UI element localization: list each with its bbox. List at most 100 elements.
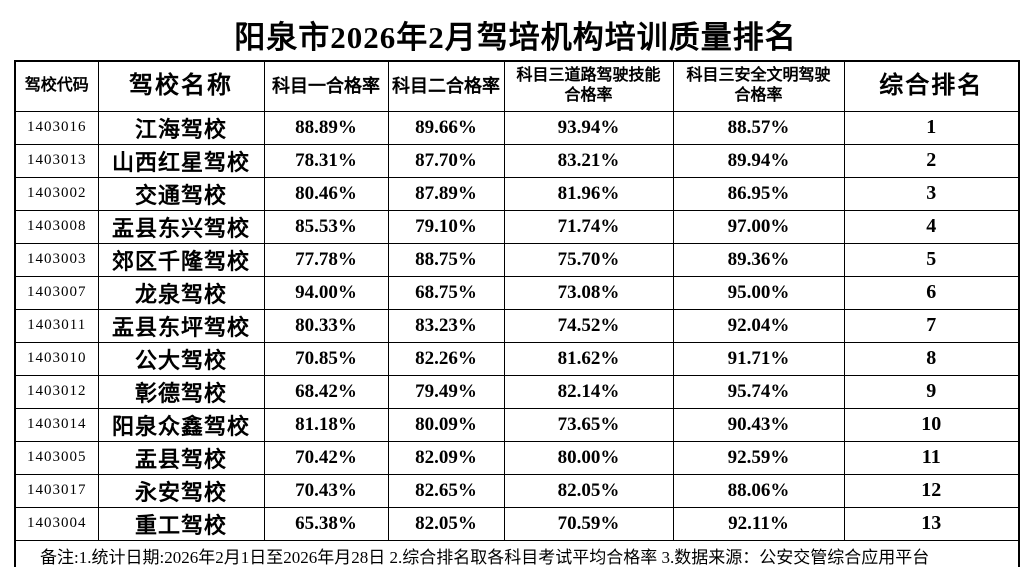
cell-s1: 88.89%	[263, 110, 389, 145]
cell-s3safe: 92.59%	[672, 440, 845, 475]
cell-code: 1403014	[14, 407, 99, 442]
cell-rank: 6	[843, 275, 1020, 310]
cell-name: 江海驾校	[97, 110, 265, 145]
cell-code: 1403011	[14, 308, 99, 343]
cell-rank: 7	[843, 308, 1020, 343]
cell-s3safe: 89.94%	[672, 143, 845, 178]
cell-name: 盂县东坪驾校	[97, 308, 265, 343]
cell-s3safe: 90.43%	[672, 407, 845, 442]
table-row: 1403011 盂县东坪驾校 80.33% 83.23% 74.52% 92.04% 7	[14, 308, 1020, 343]
cell-code: 1403013	[14, 143, 99, 178]
header-row: 驾校代码 驾校名称 科目一合格率 科目二合格率 科目三道路驾驶技能 合格率 科目…	[14, 60, 1020, 112]
cell-name: 盂县驾校	[97, 440, 265, 475]
cell-rank: 10	[843, 407, 1020, 442]
cell-name: 山西红星驾校	[97, 143, 265, 178]
cell-s2: 68.75%	[387, 275, 505, 310]
cell-s2: 82.05%	[387, 506, 505, 541]
cell-s3road: 93.94%	[503, 110, 674, 145]
cell-rank: 12	[843, 473, 1020, 508]
cell-rank: 8	[843, 341, 1020, 376]
cell-s2: 82.09%	[387, 440, 505, 475]
cell-code: 1403007	[14, 275, 99, 310]
table-row: 1403004 重工驾校 65.38% 82.05% 70.59% 92.11% 13	[14, 506, 1020, 541]
column-header-overall-rank: 综合排名	[843, 60, 1020, 112]
table-row: 1403010 公大驾校 70.85% 82.26% 81.62% 91.71% 8	[14, 341, 1020, 376]
column-header-school-name: 驾校名称	[97, 60, 265, 112]
cell-name: 永安驾校	[97, 473, 265, 508]
footnote-row: 备注:1.统计日期:2026年2月1日至2026年月28日 2.综合排名取各科目…	[14, 539, 1020, 567]
cell-rank: 13	[843, 506, 1020, 541]
table-body: 1403016 江海驾校 88.89% 89.66% 93.94% 88.57% 1 1403…	[14, 110, 1020, 541]
cell-s3road: 82.05%	[503, 473, 674, 508]
cell-rank: 1	[843, 110, 1020, 145]
cell-s1: 70.85%	[263, 341, 389, 376]
column-header-subject3-safety-rate: 科目三安全文明驾驶 合格率	[672, 60, 845, 112]
table-row: 1403008 盂县东兴驾校 85.53% 79.10% 71.74% 97.00% 4	[14, 209, 1020, 244]
table-row: 1403014 阳泉众鑫驾校 81.18% 80.09% 73.65% 90.43% 10	[14, 407, 1020, 442]
cell-s3road: 70.59%	[503, 506, 674, 541]
table-row: 1403007 龙泉驾校 94.00% 68.75% 73.08% 95.00% 6	[14, 275, 1020, 310]
cell-name: 盂县东兴驾校	[97, 209, 265, 244]
table-row: 1403016 江海驾校 88.89% 89.66% 93.94% 88.57% 1	[14, 110, 1020, 145]
cell-s1: 78.31%	[263, 143, 389, 178]
cell-s3safe: 97.00%	[672, 209, 845, 244]
cell-s3safe: 91.71%	[672, 341, 845, 376]
cell-code: 1403002	[14, 176, 99, 211]
cell-s3safe: 89.36%	[672, 242, 845, 277]
cell-s3safe: 95.74%	[672, 374, 845, 409]
cell-s3road: 81.62%	[503, 341, 674, 376]
column-header-subject3-road-rate: 科目三道路驾驶技能 合格率	[503, 60, 674, 112]
table-row: 1403013 山西红星驾校 78.31% 87.70% 83.21% 89.94% 2	[14, 143, 1020, 178]
cell-s1: 80.33%	[263, 308, 389, 343]
column-header-subject1-rate: 科目一合格率	[263, 60, 389, 112]
cell-s3safe: 95.00%	[672, 275, 845, 310]
table-row: 1403002 交通驾校 80.46% 87.89% 81.96% 86.95% 3	[14, 176, 1020, 211]
cell-s1: 85.53%	[263, 209, 389, 244]
column-header-school-code: 驾校代码	[14, 60, 99, 112]
table-row: 1403003 郊区千隆驾校 77.78% 88.75% 75.70% 89.36% 5	[14, 242, 1020, 277]
cell-s2: 83.23%	[387, 308, 505, 343]
page-title: 阳泉市2026年2月驾培机构培训质量排名	[234, 20, 797, 55]
cell-s3road: 73.65%	[503, 407, 674, 442]
cell-code: 1403012	[14, 374, 99, 409]
cell-s2: 80.09%	[387, 407, 505, 442]
cell-rank: 11	[843, 440, 1020, 475]
cell-s3safe: 88.06%	[672, 473, 845, 508]
cell-s3road: 80.00%	[503, 440, 674, 475]
cell-s2: 87.89%	[387, 176, 505, 211]
cell-s3road: 71.74%	[503, 209, 674, 244]
cell-code: 1403004	[14, 506, 99, 541]
cell-name: 龙泉驾校	[97, 275, 265, 310]
cell-code: 1403010	[14, 341, 99, 376]
cell-s3safe: 88.57%	[672, 110, 845, 145]
cell-s1: 70.42%	[263, 440, 389, 475]
cell-s3road: 74.52%	[503, 308, 674, 343]
cell-s2: 82.26%	[387, 341, 505, 376]
cell-name: 郊区千隆驾校	[97, 242, 265, 277]
table-footer: 备注:1.统计日期:2026年2月1日至2026年月28日 2.综合排名取各科目…	[14, 539, 1020, 567]
table-row: 1403012 彰德驾校 68.42% 79.49% 82.14% 95.74% 9	[14, 374, 1020, 409]
cell-s1: 68.42%	[263, 374, 389, 409]
table-row: 1403017 永安驾校 70.43% 82.65% 82.05% 88.06% 12	[14, 473, 1020, 508]
cell-s1: 70.43%	[263, 473, 389, 508]
cell-s3road: 82.14%	[503, 374, 674, 409]
cell-code: 1403016	[14, 110, 99, 145]
cell-code: 1403003	[14, 242, 99, 277]
footnote: 备注:1.统计日期:2026年2月1日至2026年月28日 2.综合排名取各科目…	[14, 539, 1020, 567]
cell-s3road: 81.96%	[503, 176, 674, 211]
cell-s3safe: 86.95%	[672, 176, 845, 211]
cell-name: 重工驾校	[97, 506, 265, 541]
cell-s2: 82.65%	[387, 473, 505, 508]
cell-code: 1403008	[14, 209, 99, 244]
cell-rank: 2	[843, 143, 1020, 178]
cell-s1: 65.38%	[263, 506, 389, 541]
cell-rank: 3	[843, 176, 1020, 211]
column-header-subject2-rate: 科目二合格率	[387, 60, 505, 112]
cell-rank: 5	[843, 242, 1020, 277]
cell-s2: 79.10%	[387, 209, 505, 244]
cell-s2: 88.75%	[387, 242, 505, 277]
cell-name: 彰德驾校	[97, 374, 265, 409]
cell-s1: 77.78%	[263, 242, 389, 277]
cell-s2: 87.70%	[387, 143, 505, 178]
cell-s3road: 83.21%	[503, 143, 674, 178]
